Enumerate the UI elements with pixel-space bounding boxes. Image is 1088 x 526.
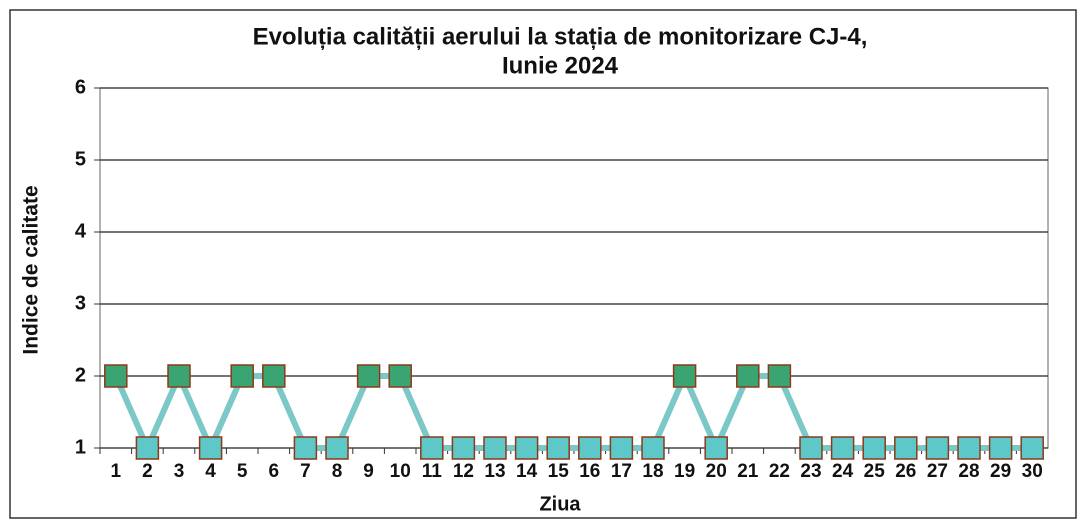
marker: [1020, 436, 1044, 460]
marker: [609, 436, 634, 460]
x-tick-label: 13: [484, 461, 505, 482]
x-tick-label: 10: [390, 461, 411, 482]
x-tick-label: 30: [1022, 461, 1043, 482]
marker: [420, 436, 444, 460]
x-tick-label: 23: [800, 461, 821, 482]
x-tick-label: 9: [363, 461, 374, 482]
marker: [641, 436, 665, 460]
x-tick-label: 4: [205, 461, 216, 482]
marker: [230, 364, 254, 388]
marker: [988, 436, 1013, 460]
marker: [325, 436, 349, 460]
y-tick-label: 4: [75, 220, 87, 242]
marker: [894, 436, 918, 460]
marker: [672, 364, 697, 388]
chart-title: Iunie 2024: [502, 52, 619, 79]
marker: [104, 364, 128, 388]
marker: [388, 364, 412, 388]
y-tick-label: 3: [75, 292, 86, 314]
marker: [830, 436, 855, 460]
x-tick-label: 21: [737, 461, 759, 482]
x-tick-label: 28: [958, 461, 979, 482]
marker: [925, 436, 950, 460]
marker: [514, 436, 539, 460]
x-tick-label: 7: [300, 461, 311, 482]
x-tick-label: 8: [332, 461, 343, 482]
x-axis-label: Ziua: [539, 493, 581, 515]
marker: [767, 364, 792, 388]
x-tick-label: 11: [422, 461, 443, 482]
x-tick-label: 17: [611, 461, 632, 482]
x-tick-label: 26: [895, 461, 916, 482]
x-tick-label: 3: [174, 461, 185, 482]
x-tick-label: 14: [516, 461, 538, 482]
x-tick-label: 19: [674, 461, 695, 482]
marker: [262, 364, 286, 388]
y-axis-label: Indice de calitate: [20, 185, 43, 354]
marker: [799, 436, 823, 460]
marker: [546, 436, 570, 460]
y-tick-label: 5: [75, 148, 86, 170]
marker: [293, 436, 318, 460]
x-tick-label: 16: [579, 461, 600, 482]
marker: [736, 364, 760, 388]
x-tick-label: 22: [769, 461, 790, 482]
marker: [135, 436, 160, 460]
x-tick-label: 27: [927, 461, 948, 482]
x-tick-label: 25: [864, 461, 886, 482]
marker: [167, 364, 191, 388]
y-tick-label: 1: [75, 436, 86, 458]
x-tick-label: 1: [111, 461, 122, 482]
marker: [704, 436, 728, 460]
marker: [483, 436, 507, 460]
x-tick-label: 2: [142, 461, 153, 482]
marker: [451, 436, 476, 460]
y-tick-label: 2: [75, 364, 86, 386]
x-tick-label: 12: [453, 461, 474, 482]
x-tick-label: 5: [237, 461, 248, 482]
marker: [198, 436, 223, 460]
marker: [957, 436, 981, 460]
x-tick-label: 20: [706, 461, 727, 482]
y-tick-label: 6: [75, 76, 86, 98]
x-tick-label: 18: [642, 461, 663, 482]
marker: [862, 436, 886, 460]
x-tick-label: 24: [832, 461, 854, 482]
plot-area: [99, 87, 1049, 449]
chart-title: Evoluția calității aerului la stația de …: [253, 23, 868, 50]
x-tick-label: 6: [269, 461, 280, 482]
x-tick-label: 15: [548, 461, 570, 482]
marker: [578, 436, 602, 460]
x-tick-label: 29: [990, 461, 1011, 482]
marker: [356, 364, 381, 388]
